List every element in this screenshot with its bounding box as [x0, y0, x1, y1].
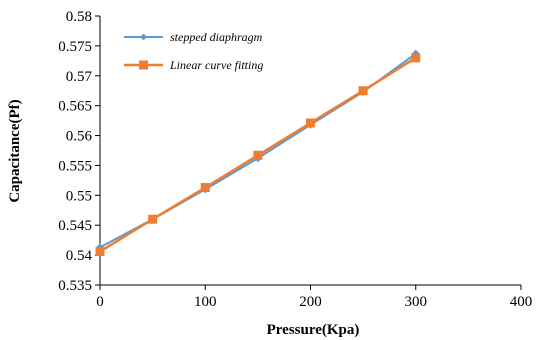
x-axis-title: Pressure(Kpa)	[267, 322, 360, 338]
y-tick-label: 0.555	[58, 158, 92, 174]
data-point-linear-curve-fitting	[95, 247, 105, 257]
y-tick-label: 0.575	[58, 39, 92, 55]
series-layer	[95, 49, 421, 257]
x-tick-label: 400	[510, 294, 533, 310]
data-point-linear-curve-fitting	[253, 150, 263, 160]
x-tick-label: 100	[194, 294, 217, 310]
y-axis-ticks: 0.535 0.54 0.545 0.55 0.555 0.56 0.565 0.57 0.57…	[58, 9, 100, 294]
y-tick-label: 0.55	[66, 188, 92, 204]
legend-entry-linear-curve-fitting: Linear curve fitting	[124, 58, 263, 72]
legend-entry-stepped-diaphragm: stepped diaphragm	[124, 30, 263, 44]
legend: stepped diaphragm Linear curve fitting	[124, 30, 263, 72]
legend-label-linear-curve-fitting: Linear curve fitting	[169, 58, 263, 72]
x-tick-label: 200	[299, 294, 322, 310]
series-line-stepped-diaphragm	[99, 52, 417, 249]
legend-label-stepped-diaphragm: stepped diaphragm	[170, 30, 263, 44]
data-point-linear-curve-fitting	[358, 86, 368, 96]
y-tick-label: 0.56	[66, 129, 93, 145]
y-tick-label: 0.57	[66, 69, 93, 85]
x-tick-label: 300	[405, 294, 428, 310]
data-point-linear-curve-fitting	[411, 53, 421, 63]
y-tick-label: 0.565	[58, 99, 92, 115]
data-point-linear-curve-fitting	[200, 183, 210, 193]
y-tick-label: 0.54	[66, 248, 93, 264]
data-point-linear-curve-fitting	[306, 118, 315, 128]
y-tick-label: 0.58	[66, 9, 92, 25]
x-axis-ticks: 0 100 200 300 400	[96, 285, 532, 310]
y-tick-label: 0.535	[58, 278, 92, 294]
y-tick-label: 0.545	[58, 218, 92, 234]
legend-marker-stepped-diaphragm	[140, 33, 147, 41]
plot-area: 0 100 200 300 400 0.5350.540.5450.550.5550.5…	[58, 9, 532, 310]
data-point-linear-curve-fitting	[148, 214, 158, 224]
y-axis-title: Capacitance(Pf)	[7, 99, 23, 202]
x-tick-label: 0	[96, 294, 104, 310]
legend-marker-linear-curve-fitting	[139, 60, 148, 70]
